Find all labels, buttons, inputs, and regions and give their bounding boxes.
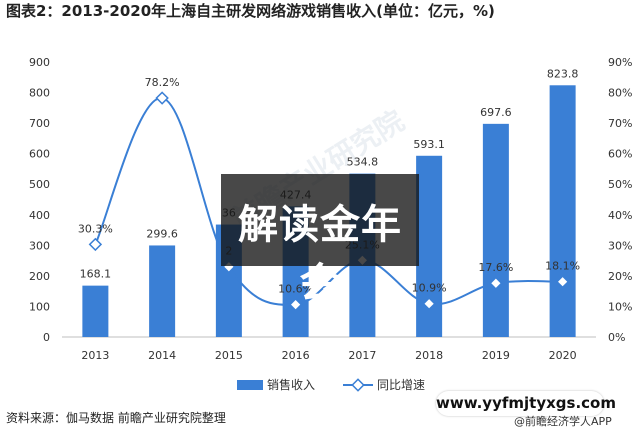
url-badge[interactable]: www.yyfmjtyxgs.com [436,391,616,416]
y-right-tick-label: 90% [608,56,632,69]
bar-value-label: 534.8 [347,156,379,169]
legend-label-bar: 销售收入 [267,377,315,392]
x-tick-label: 2014 [148,349,176,362]
growth-marker [555,274,570,289]
y-right-tick-label: 60% [608,148,632,161]
bar-value-label: 168.1 [80,268,112,281]
y-left-tick-label: 700 [29,117,50,130]
bar [549,85,576,338]
x-tick-label: 2017 [348,349,376,362]
growth-marker [155,91,169,105]
growth-value-label: 18.1% [545,260,580,273]
url-text[interactable]: www.yyfmjtyxgs.com [436,394,616,412]
y-right-tick-label: 10% [608,300,632,313]
y-left-tick-label: 0 [43,331,50,344]
legend-label-line: 同比增速 [377,378,425,392]
bar-value-label: 593.1 [413,138,445,151]
x-tick-label: 2018 [415,349,443,362]
bar-value-label: 697.6 [480,106,512,119]
source-note: 资料来源：伽马数据 前瞻产业研究院整理 [6,411,226,425]
growth-value-label: 17.6% [478,261,513,274]
y-left-tick-label: 200 [29,270,50,283]
growth-value-label: 78.2% [145,76,180,89]
growth-value-label: 30.3% [78,222,113,235]
growth-marker [422,296,436,311]
y-left-tick-label: 800 [29,87,50,100]
bar [82,285,109,337]
y-right-tick-label: 50% [608,178,632,191]
growth-marker [288,297,303,312]
y-right-tick-label: 30% [608,239,632,252]
y-right-tick-label: 80% [608,87,632,100]
credit-watermark: @前瞻经济学人APP [514,415,612,428]
x-tick-label: 2019 [482,349,510,362]
x-tick-label: 2020 [549,349,577,362]
y-left-tick-label: 300 [29,239,50,252]
bar [149,245,176,337]
chart-title: 图表2：2013-2020年上海自主研发网络游戏销售收入(单位：亿元，%) [6,2,495,20]
overlay-banner: 解读金年会 [221,174,419,306]
bar [482,123,509,337]
y-left-tick-label: 500 [29,178,50,191]
y-left-tick-label: 900 [29,56,50,69]
y-right-tick-label: 70% [608,117,632,130]
legend-swatch-marker [351,378,365,392]
legend-swatch-bar [237,380,263,390]
growth-marker [88,237,103,252]
y-right-tick-label: 20% [608,270,632,283]
y-left-tick-label: 600 [29,148,50,161]
x-tick-label: 2015 [215,349,243,362]
growth-marker [489,276,503,290]
y-left-tick-label: 400 [29,209,50,222]
overlay-text: 解读金年会 [238,202,402,306]
x-tick-label: 2013 [81,349,109,362]
x-tick-label: 2016 [282,349,310,362]
bar-value-label: 823.8 [547,67,579,80]
y-left-tick-label: 100 [29,300,50,313]
growth-value-label: 10.9% [412,282,447,295]
growth-value-label: 10.6% [278,283,313,296]
y-right-tick-label: 0% [608,331,625,344]
y-right-tick-label: 40% [608,209,632,222]
bar-value-label: 299.6 [146,227,178,240]
